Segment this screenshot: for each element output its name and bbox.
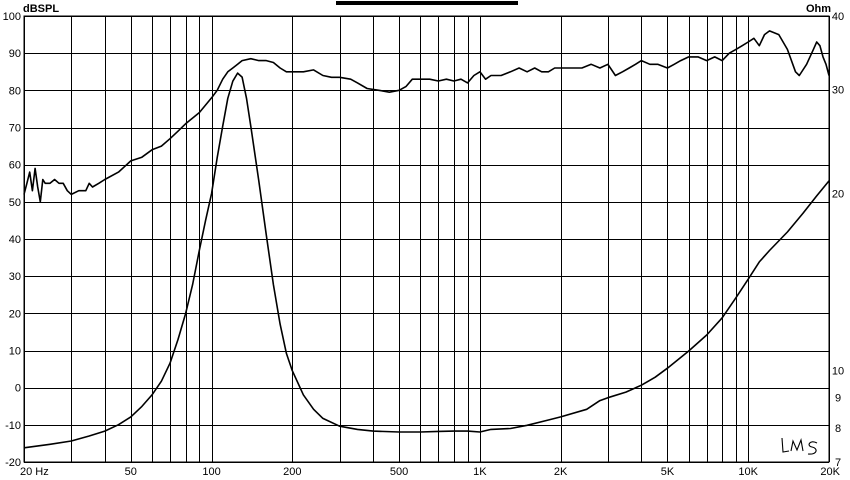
left-axis-unit-label: dBSPL (23, 3, 59, 15)
x-tick-label: 100 (202, 466, 220, 478)
lms-signature (781, 437, 818, 455)
x-tick-label: 5K (661, 466, 675, 478)
left-y-tick-label: 70 (9, 123, 21, 135)
x-tick-label: 50 (125, 466, 137, 478)
right-axis-unit-label: Ohm (806, 3, 831, 15)
left-y-tick-label: 0 (15, 383, 21, 395)
left-y-tick-label: 50 (9, 197, 21, 209)
tick-labels: 20 Hz 50 100 200 500 1K 2K 5K 10K 20K100908070605… (3, 11, 844, 478)
x-tick-label: 10K (738, 466, 758, 478)
x-tick-label: 500 (390, 466, 408, 478)
grid (24, 16, 830, 463)
right-y-tick-label: 10 (832, 366, 844, 378)
left-y-tick-label: 100 (3, 11, 21, 23)
x-tick-label: 200 (283, 466, 301, 478)
right-y-tick-label: 8 (835, 423, 841, 435)
curves (23, 30, 830, 449)
impedance-curve (23, 72, 830, 449)
spl-curve (23, 30, 830, 203)
left-y-tick-label: 20 (9, 308, 21, 320)
right-y-tick-label: 9 (835, 393, 841, 405)
left-y-tick-label: 40 (9, 234, 21, 246)
title-bar (336, 1, 518, 5)
right-y-tick-label: 40 (832, 11, 844, 23)
right-y-tick-label: 7 (835, 457, 841, 469)
right-y-tick-label: 20 (832, 188, 844, 200)
left-y-tick-label: 30 (9, 271, 21, 283)
left-y-tick-label: -10 (5, 420, 21, 432)
x-tick-label: 2K (554, 466, 568, 478)
left-y-tick-label: 80 (9, 85, 21, 97)
right-y-tick-label: 30 (832, 85, 844, 97)
x-tick-label: 20K (820, 466, 840, 478)
left-y-tick-label: 60 (9, 160, 21, 172)
x-tick-label: 1K (473, 466, 487, 478)
x-tick-label: 20 Hz (20, 466, 49, 478)
plot-frame (23, 15, 830, 463)
left-y-tick-label: 10 (9, 346, 21, 358)
left-y-tick-label: 90 (9, 48, 21, 60)
left-y-tick-label: -20 (5, 457, 21, 469)
